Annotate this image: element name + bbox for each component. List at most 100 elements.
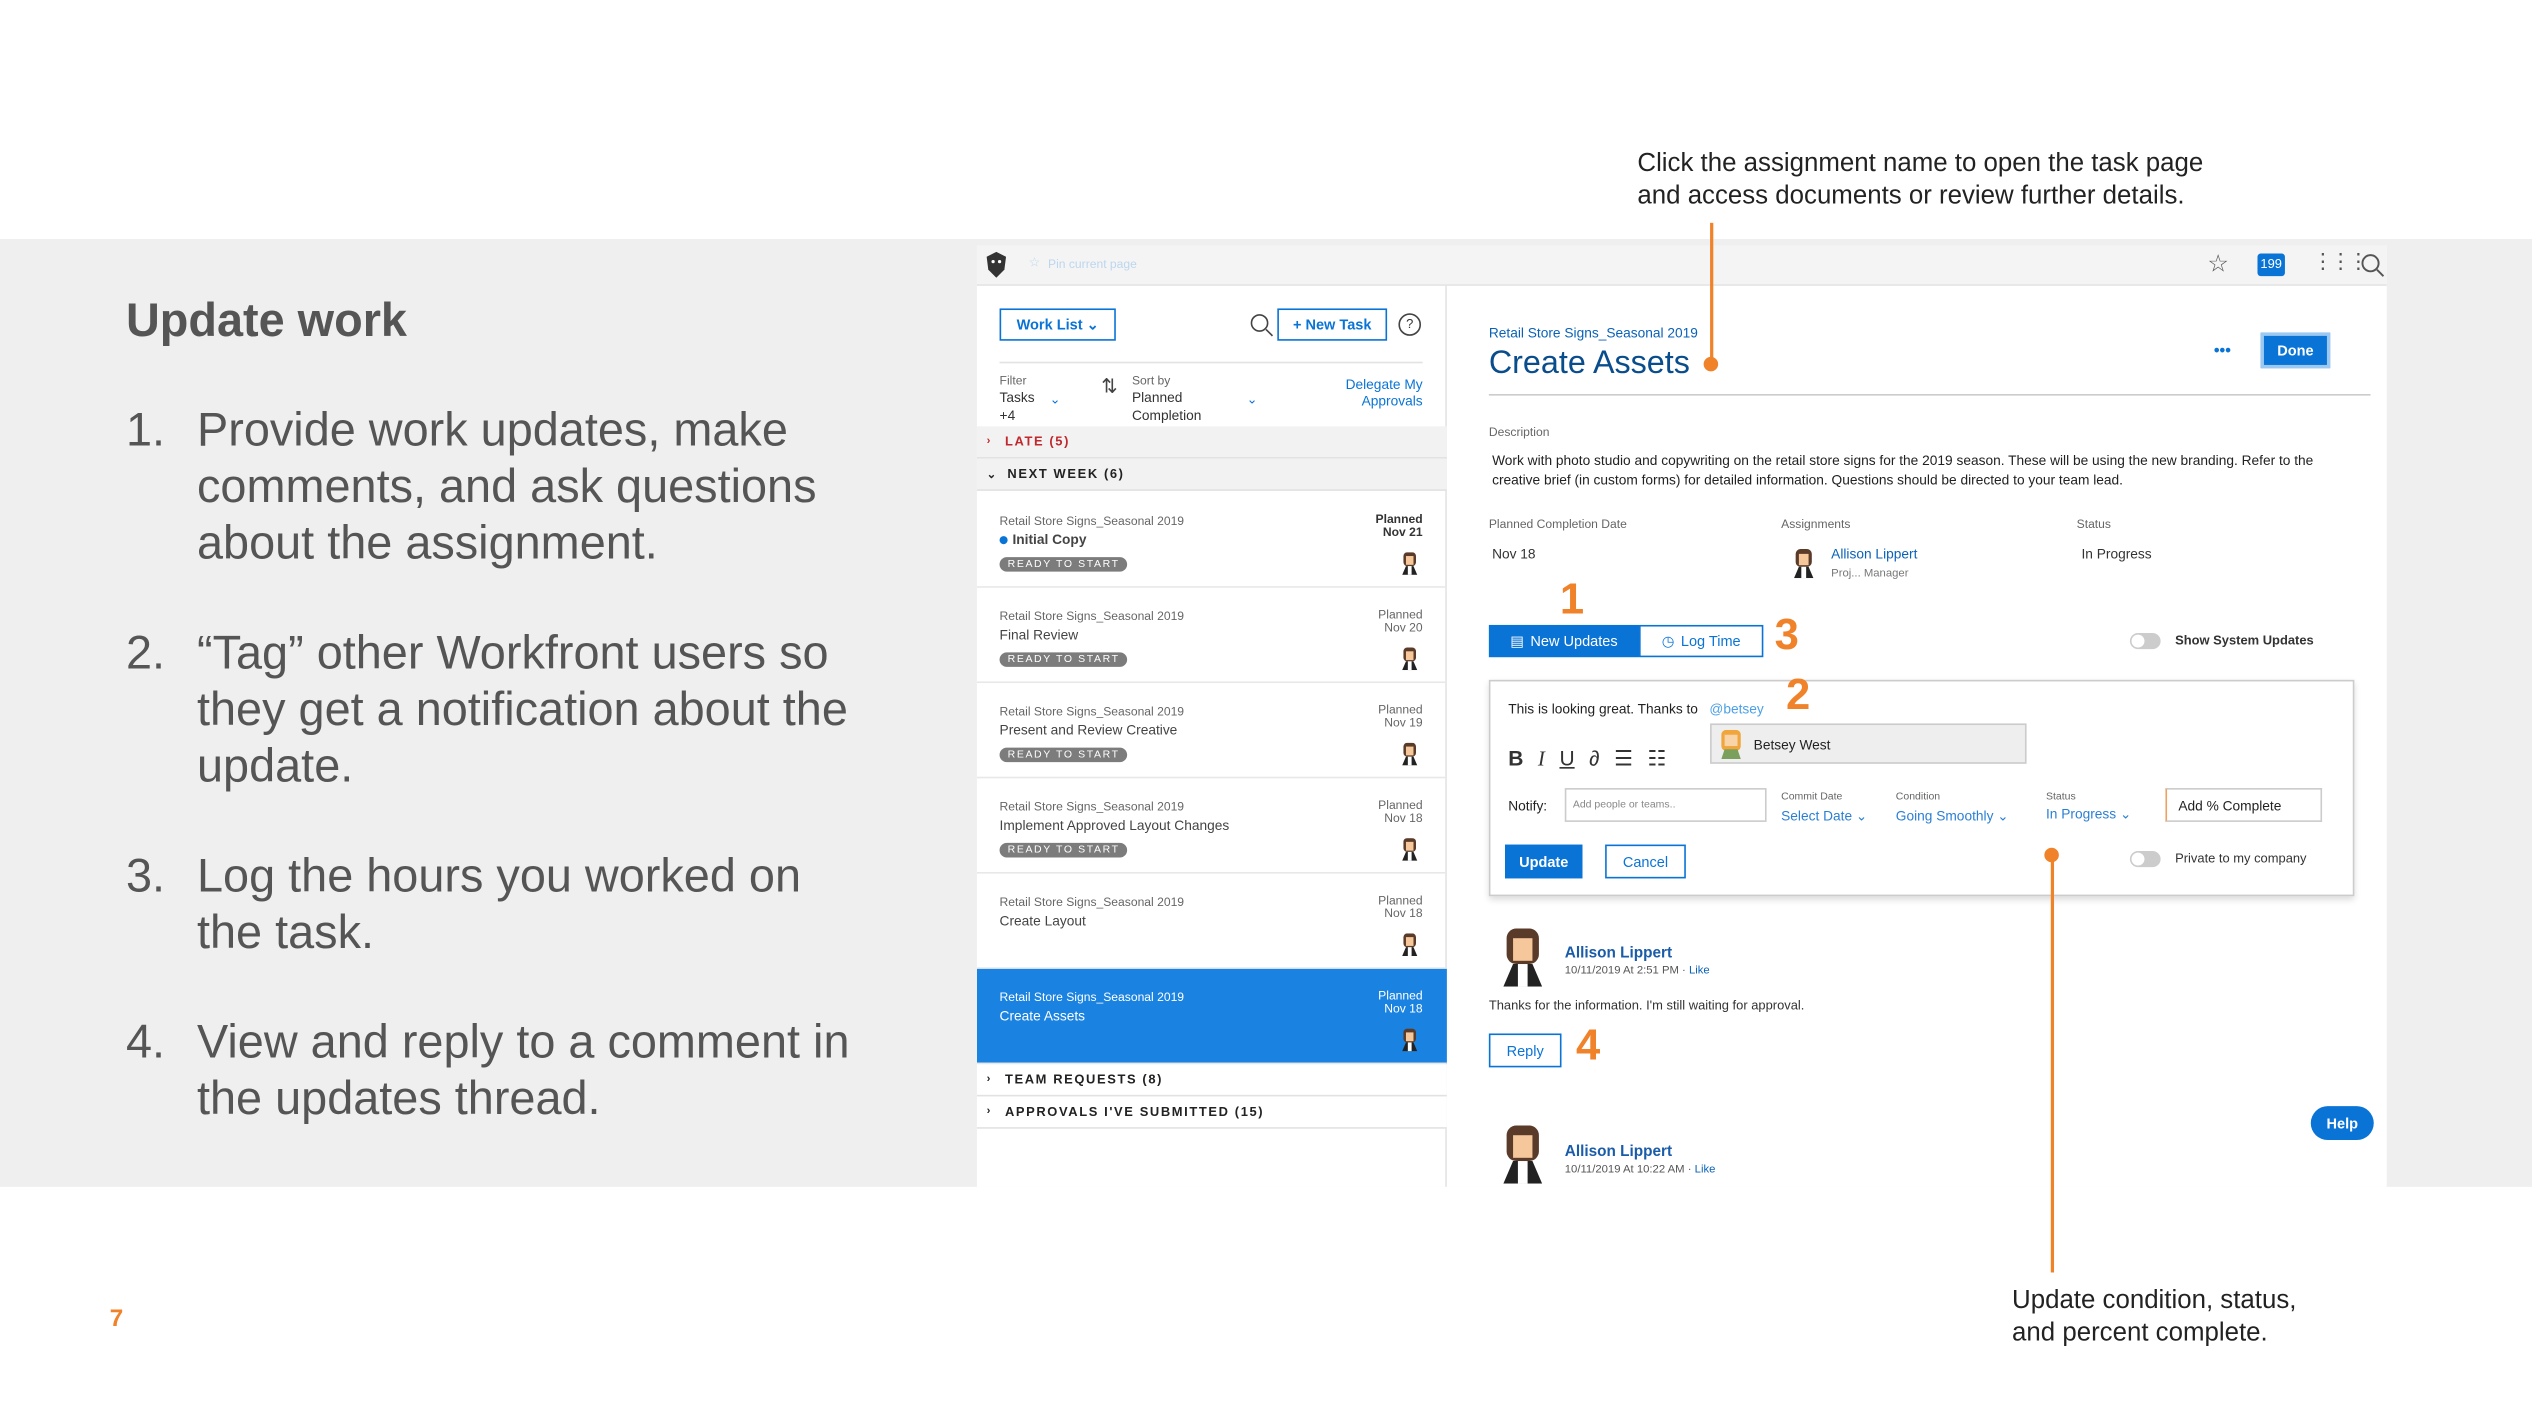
planned-label: Planned [1378, 797, 1423, 813]
task-list-item[interactable]: Retail Store Signs_Seasonal 2019 Initial … [976, 493, 1447, 588]
section-late[interactable]: › LATE (5) [976, 426, 1447, 459]
chevron-down-icon[interactable]: ⌄ [1049, 392, 1061, 407]
new-task-button[interactable]: + New Task [1277, 308, 1388, 341]
grid-icon[interactable]: ⋮⋮⋮ [2312, 248, 2369, 273]
show-system-updates-toggle[interactable] [2129, 633, 2161, 650]
like-link[interactable]: Like [1688, 965, 1710, 977]
comment-input[interactable]: This is looking great. Thanks to @betsey [1508, 701, 1764, 717]
chevron-down-icon[interactable]: ⌄ [1246, 392, 1258, 407]
help-icon[interactable]: ? [1398, 313, 1422, 336]
section-label: TEAM REQUESTS (8) [1004, 1072, 1164, 1087]
filter-value: Tasks [999, 389, 1035, 406]
divider [1488, 394, 2371, 396]
task-list-item[interactable]: Retail Store Signs_Seasonal 2019 Create A… [976, 968, 1447, 1065]
marker-2: 2 [1785, 670, 1811, 719]
status-dropdown[interactable]: In Progress ⌄ [2045, 805, 2132, 822]
help-button[interactable]: Help [2310, 1106, 2374, 1141]
tab-new-updates[interactable]: ▤ New Updates [1488, 624, 1640, 658]
callout-line: and access documents or review further d… [1637, 182, 2185, 210]
comment-author-link[interactable]: Allison Lippert [1564, 944, 1673, 963]
commit-date-dropdown[interactable]: Select Date ⌄ [1781, 807, 1868, 824]
logo-icon[interactable] [985, 251, 1008, 278]
project-link[interactable]: Retail Store Signs_Seasonal 2019 [1488, 324, 1698, 341]
done-button[interactable]: Done [2260, 332, 2331, 369]
like-link[interactable]: Like [1694, 1164, 1716, 1176]
private-label: Private to my company [2175, 850, 2307, 866]
tab-log-time[interactable]: ◷ Log Time [1639, 624, 1764, 658]
task-list-item[interactable]: Retail Store Signs_Seasonal 2019 Final Re… [976, 588, 1447, 684]
pin-icon[interactable]: ☆ [1028, 255, 1041, 270]
search-icon[interactable] [2361, 254, 2385, 278]
task-title-link[interactable]: Create Assets [1488, 345, 1690, 382]
search-icon[interactable] [1250, 313, 1274, 337]
work-list-label: Work List [1016, 316, 1083, 333]
sort-dropdown[interactable]: Planned Completion [1131, 389, 1202, 424]
page-number: 7 [109, 1304, 124, 1333]
update-button[interactable]: Update [1504, 844, 1583, 879]
task-name-text: Initial Copy [1012, 531, 1087, 548]
step-text: View and reply to a comment in the updat… [197, 1017, 850, 1126]
bullet-list-icon[interactable]: ☰ [1614, 746, 1633, 771]
bold-icon[interactable]: B [1508, 746, 1524, 771]
filter-dropdown[interactable]: Tasks +4 [1000, 389, 1035, 425]
task-name: Final Review [1000, 627, 1079, 643]
section-next-week[interactable]: ⌄ NEXT WEEK (6) [976, 458, 1447, 491]
task-project: Retail Store Signs_Seasonal 2019 [999, 989, 1185, 1005]
callout-dot [2044, 847, 2059, 863]
underline-icon[interactable]: U [1559, 746, 1575, 771]
notifications-badge[interactable]: 199 [2257, 253, 2285, 277]
filter-more: +4 [999, 406, 1016, 424]
status-label: Status [2045, 791, 2076, 803]
planned-date: Planned Nov 19 [1378, 703, 1423, 730]
avatar [1402, 933, 1418, 956]
planned-date-value: Nov 19 [1384, 715, 1423, 730]
task-name: Present and Review Creative [1000, 722, 1178, 738]
step-2: 2. “Tag” other Workfront users so they ge… [126, 627, 869, 797]
unread-dot [999, 536, 1008, 545]
mention-suggestion[interactable]: Betsey West [1710, 723, 2027, 764]
pin-current-page[interactable]: Pin current page [1048, 256, 1137, 272]
percent-complete-input[interactable]: Add % Complete [2165, 788, 2323, 822]
task-name-text: Implement Approved Layout Changes [999, 817, 1230, 834]
callout-line: Click the assignment name to open the ta… [1637, 150, 2204, 178]
task-project: Retail Store Signs_Seasonal 2019 [999, 799, 1185, 814]
task-name-text: Present and Review Creative [999, 721, 1178, 738]
link-icon[interactable]: ∂ [1589, 746, 1600, 771]
cancel-button[interactable]: Cancel [1605, 844, 1686, 879]
task-list-item[interactable]: Retail Store Signs_Seasonal 2019 Implemen… [976, 778, 1447, 874]
condition-dropdown[interactable]: Going Smoothly ⌄ [1895, 807, 2009, 824]
avatar [1402, 838, 1418, 861]
section-team-requests[interactable]: › TEAM REQUESTS (8) [976, 1064, 1447, 1097]
task-list-item[interactable]: Retail Store Signs_Seasonal 2019 Create L… [976, 874, 1447, 969]
private-toggle[interactable] [2129, 850, 2161, 868]
task-list-item[interactable]: Retail Store Signs_Seasonal 2019 Present … [976, 683, 1447, 779]
task-name: Create Layout [1000, 912, 1086, 928]
italic-icon[interactable]: I [1537, 746, 1545, 771]
steps-list: 1. Provide work updates, make comments, a… [126, 404, 869, 1182]
planned-date-value: Nov 18 [1384, 905, 1423, 921]
numbered-list-icon[interactable]: ☷ [1647, 746, 1667, 771]
update-composer: This is looking great. Thanks to @betsey… [1488, 679, 2355, 897]
planned-label: Planned [1378, 892, 1423, 908]
work-list-dropdown[interactable]: Work List ⌄ [999, 308, 1116, 341]
star-icon[interactable]: ☆ [2207, 250, 2230, 278]
reply-button[interactable]: Reply [1488, 1033, 1562, 1068]
assignee-link[interactable]: Allison Lippert [1831, 545, 1918, 562]
planned-date-label: Planned Completion Date [1488, 516, 1627, 532]
more-options-button[interactable]: ••• [2213, 342, 2231, 361]
step-text: “Tag” other Workfront users so they get … [197, 628, 848, 793]
notify-input[interactable]: Add people or teams.. [1564, 788, 1767, 822]
step-text: Provide work updates, make comments, and… [197, 405, 817, 571]
divider [999, 361, 1423, 364]
avatar [1503, 1125, 1543, 1184]
section-approvals[interactable]: › APPROVALS I'VE SUBMITTED (15) [976, 1096, 1447, 1129]
status-value: In Progress [2045, 805, 2117, 822]
sort-icon[interactable]: ⇅ [1101, 374, 1118, 398]
delegate-approvals-link[interactable]: Delegate My Approvals [1345, 376, 1423, 409]
task-project: Retail Store Signs_Seasonal 2019 [999, 704, 1185, 719]
show-system-updates-label: Show System Updates [2175, 633, 2314, 648]
sort-label: Sort by [1131, 373, 1171, 388]
condition-value: Going Smoothly [1895, 807, 1994, 824]
planned-date: Planned Nov 18 [1378, 989, 1422, 1016]
comment-author-link[interactable]: Allison Lippert [1564, 1143, 1673, 1162]
